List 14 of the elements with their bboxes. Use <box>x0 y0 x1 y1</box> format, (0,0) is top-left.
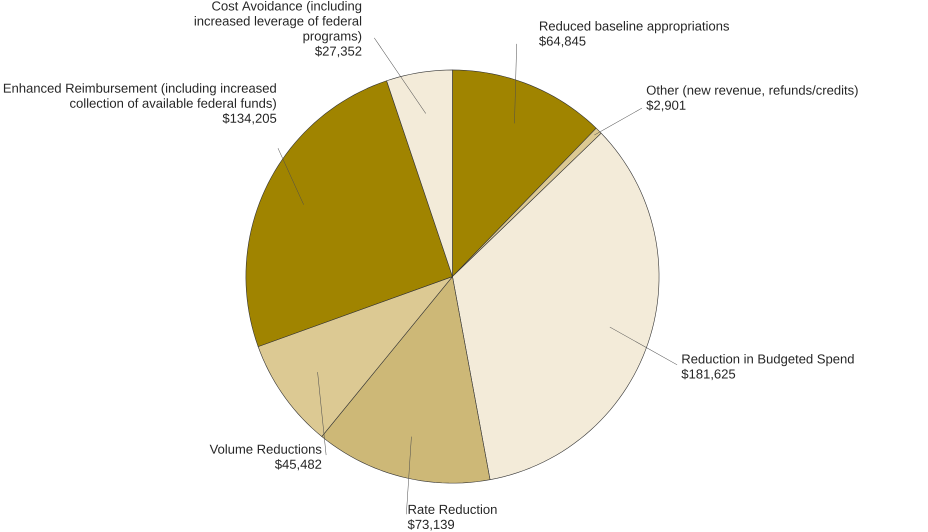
slice-label: Cost Avoidance (including increased leverage of federal programs) <box>194 1 362 44</box>
slice-label: Volume Reductions <box>210 444 322 454</box>
slice-label: Rate Reduction <box>408 504 497 514</box>
data-label: $45,482 <box>274 459 322 471</box>
data-label: $64,845 <box>539 36 586 48</box>
slice-label: Reduction in Budgeted Spend <box>682 354 854 366</box>
slice-label: Other (new revenue, refunds/credits) <box>646 85 858 98</box>
data-label: $2,901 <box>646 100 686 112</box>
data-label: $134,205 <box>222 113 276 125</box>
slice-label: Enhanced Reimbursement (including increased collection of available federal funds) <box>4 83 276 111</box>
data-label: $73,139 <box>408 519 454 531</box>
slice-label: Reduced baseline appropriations <box>540 21 730 34</box>
data-label: $27,352 <box>315 46 362 58</box>
data-label: $181,625 <box>681 369 736 380</box>
